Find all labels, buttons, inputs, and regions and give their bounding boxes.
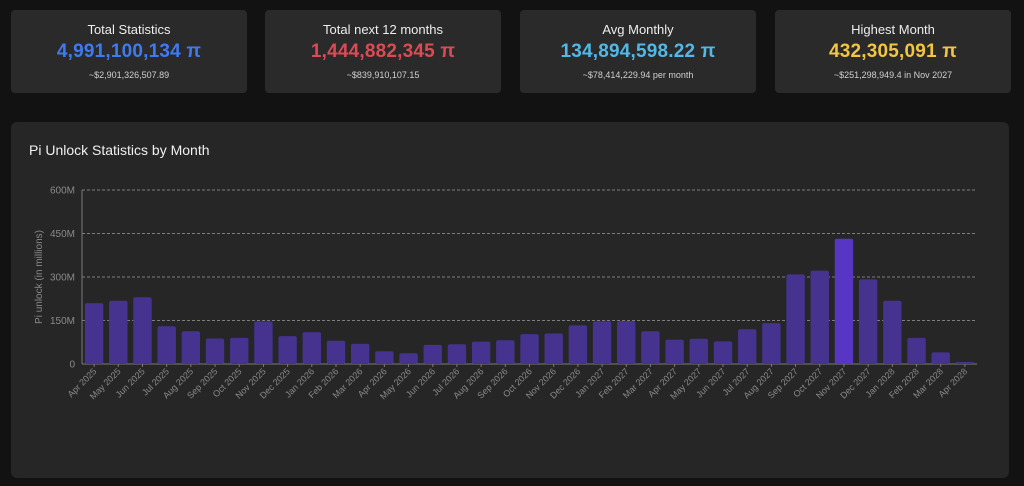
bar-dec-2027[interactable] <box>858 279 878 364</box>
bar-sep-2027[interactable] <box>786 274 805 364</box>
y-tick-label: 0 <box>69 360 75 371</box>
bar-chart: Pi unlock (in millions) 0 150M 300M 450M 600M… <box>34 186 977 401</box>
bar-nov-2025[interactable] <box>254 321 273 364</box>
bar-apr-2026[interactable] <box>375 351 394 364</box>
chart-title: Pi Unlock Statistics by Month <box>29 142 210 158</box>
bar-dec-2026[interactable] <box>568 325 588 364</box>
bar-may-2026[interactable] <box>399 353 418 364</box>
bar-feb-2028[interactable] <box>907 337 926 364</box>
y-tick-label: 450M <box>50 229 75 240</box>
bar-nov-2026[interactable] <box>544 333 563 364</box>
bar-apr-2025[interactable] <box>84 303 104 364</box>
bar-sep-2025[interactable] <box>205 338 225 364</box>
bar-jul-2026[interactable] <box>447 344 467 364</box>
bar-jan-2026[interactable] <box>302 332 321 364</box>
bar-mar-2026[interactable] <box>350 343 370 364</box>
bar-oct-2026[interactable] <box>520 334 539 364</box>
bar-feb-2027[interactable] <box>617 321 636 364</box>
bar-may-2025[interactable] <box>109 300 128 364</box>
stat-sub: ~$251,298,949.4 in Nov 2027 <box>833 70 953 80</box>
bar-apr-2028[interactable] <box>955 361 975 364</box>
y-tick-label: 150M <box>50 316 75 327</box>
bar-aug-2026[interactable] <box>471 341 491 364</box>
bar-aug-2025[interactable] <box>181 331 201 364</box>
stat-card-total: Total Statistics 4,991,100,134 π ~$2,901… <box>11 10 247 93</box>
stat-title: Total next 12 months <box>323 22 443 37</box>
bar-jul-2025[interactable] <box>157 326 176 364</box>
bar-aug-2027[interactable] <box>762 323 781 364</box>
stat-value: 134,894,598.22 π <box>560 41 716 62</box>
bar-jun-2027[interactable] <box>713 341 733 364</box>
bar-jun-2026[interactable] <box>423 344 442 364</box>
stat-value: 432,305,091 π <box>828 41 958 62</box>
y-tick-label: 600M <box>50 186 75 197</box>
stat-card-highest-month: Highest Month 432,305,091 π ~$251,298,94… <box>775 10 1011 93</box>
stat-sub: ~$78,414,229.94 per month <box>582 70 694 80</box>
bar-jan-2028[interactable] <box>883 300 902 364</box>
chart-panel: Pi Unlock Statistics by Month Pi unlock … <box>11 122 1009 478</box>
stat-sub: ~$2,901,326,507.89 <box>88 70 170 80</box>
bar-mar-2027[interactable] <box>641 331 660 364</box>
bar-dec-2025[interactable] <box>278 336 297 364</box>
bar-mar-2028[interactable] <box>931 352 950 364</box>
stat-card-avg-monthly: Avg Monthly 134,894,598.22 π ~$78,414,22… <box>520 10 756 93</box>
bar-jun-2025[interactable] <box>133 297 152 364</box>
bar-jul-2027[interactable] <box>738 329 757 364</box>
stat-title: Total Statistics <box>87 22 171 37</box>
bar-oct-2025[interactable] <box>230 337 249 364</box>
stat-title: Avg Monthly <box>602 22 674 37</box>
bar-jan-2027[interactable] <box>592 321 612 364</box>
stat-card-next-12-months: Total next 12 months 1,444,882,345 π ~$8… <box>265 10 501 93</box>
y-tick-label: 300M <box>50 273 75 284</box>
bar-apr-2027[interactable] <box>665 339 684 364</box>
stat-title: Highest Month <box>851 22 935 37</box>
stat-value: 1,444,882,345 π <box>310 41 456 62</box>
bar-nov-2027[interactable] <box>834 238 854 364</box>
bar-may-2027[interactable] <box>689 338 709 364</box>
bar-sep-2026[interactable] <box>496 340 515 364</box>
bar-feb-2026[interactable] <box>326 340 346 364</box>
bar-oct-2027[interactable] <box>810 270 829 364</box>
stat-sub: ~$839,910,107.15 <box>346 70 420 80</box>
y-axis-label: Pi unlock (in millions) <box>34 230 45 324</box>
stat-value: 4,991,100,134 π <box>56 41 202 62</box>
